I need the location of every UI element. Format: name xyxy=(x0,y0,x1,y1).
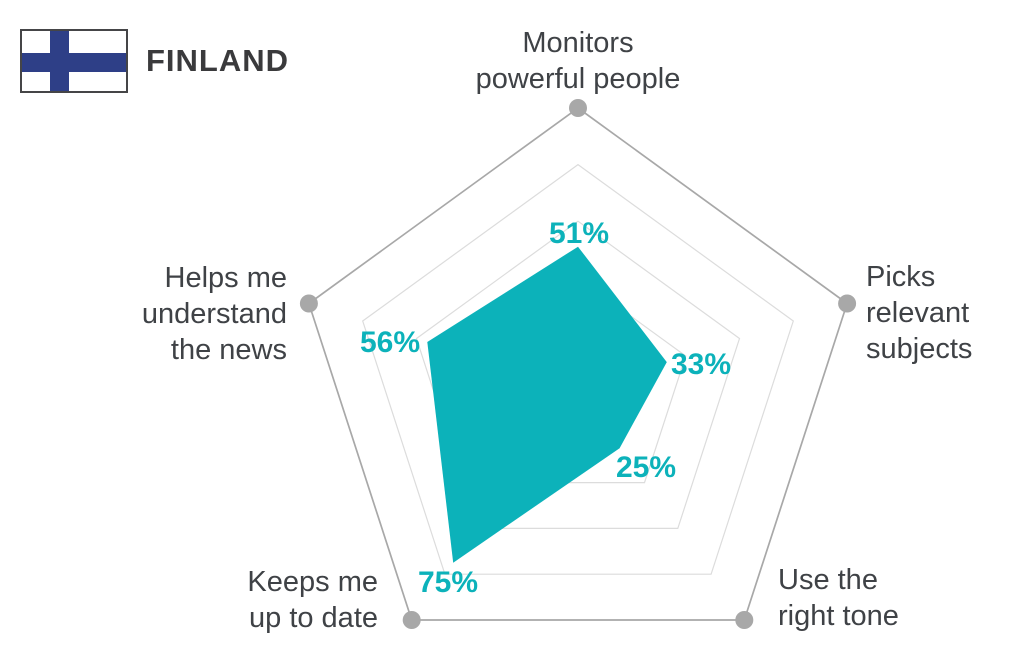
axis-vertex-dot-1 xyxy=(838,294,857,313)
axis-vertex-dot-0 xyxy=(569,99,587,117)
category-label-3: Keeps me up to date xyxy=(247,566,378,634)
category-label-2: Use the right tone xyxy=(778,564,899,632)
value-label-1: 33% xyxy=(671,348,731,381)
category-label-4: Helps me understand the news xyxy=(142,262,287,366)
value-label-0: 51% xyxy=(549,217,609,250)
category-label-0: Monitors powerful people xyxy=(476,27,681,95)
value-label-2: 25% xyxy=(616,451,676,484)
category-label-1: Picks relevant subjects xyxy=(866,261,972,365)
axis-vertex-dot-2 xyxy=(735,611,754,629)
header: FINLAND xyxy=(20,29,289,93)
value-label-4: 56% xyxy=(360,326,420,359)
grid-ring-60 xyxy=(415,220,741,530)
data-polygon xyxy=(427,246,667,563)
axis-vertex-dot-4 xyxy=(299,294,318,313)
country-title: FINLAND xyxy=(146,43,290,78)
grid-ring-80 xyxy=(361,163,795,575)
grid-ring-100 xyxy=(307,106,849,621)
finland-flag-icon xyxy=(20,29,128,93)
flag-cross-horizontal xyxy=(22,53,126,72)
axis-vertex-dot-3 xyxy=(402,611,421,629)
value-label-3: 75% xyxy=(418,566,478,599)
